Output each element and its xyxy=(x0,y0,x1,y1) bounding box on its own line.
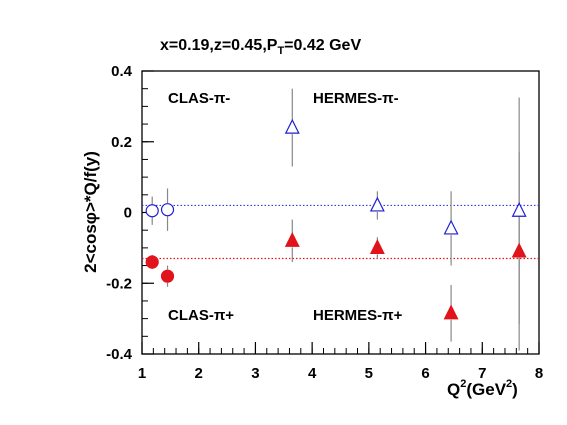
y-tick-label: -0.4 xyxy=(106,346,133,363)
data-point xyxy=(443,304,459,320)
x-tick-label: 5 xyxy=(365,365,373,382)
data-point xyxy=(145,255,159,269)
x-tick-label: 1 xyxy=(138,365,146,382)
data-point xyxy=(443,219,459,235)
x-tick-label: 3 xyxy=(251,365,259,382)
x-axis-title: Q2(GeV2) xyxy=(447,378,518,399)
chart-title: x=0.19,z=0.45,PT=0.42 GeV xyxy=(160,37,361,57)
label-clas-pi-plus: CLAS-π+ xyxy=(168,307,234,324)
data-point xyxy=(369,196,385,212)
y-axis: -0.4 -0.2 0 0.2 0.4 xyxy=(106,63,154,363)
reference-lines xyxy=(142,204,539,260)
x-tick-label: 7 xyxy=(478,365,486,382)
data-point xyxy=(145,204,159,218)
data-point xyxy=(284,118,300,134)
x-tick-label: 6 xyxy=(421,365,429,382)
data-point xyxy=(160,269,175,283)
error-bars xyxy=(151,88,520,351)
y-tick-label: -0.2 xyxy=(106,275,132,292)
data-point xyxy=(284,231,300,247)
y-axis-title: 2<cosφ>*Q/f(y) xyxy=(81,151,100,273)
y-tick-label: 0.4 xyxy=(111,63,133,80)
data-point xyxy=(511,201,527,217)
label-hermes-pi-plus: HERMES-π+ xyxy=(313,307,403,324)
data-point xyxy=(160,203,175,217)
y-tick-label: 0.2 xyxy=(111,134,132,151)
data-point xyxy=(369,239,385,254)
label-hermes-pi-minus: HERMES-π- xyxy=(313,90,399,107)
x-axis: 1 2 3 4 5 6 7 8 xyxy=(138,342,543,382)
x-tick-label: 2 xyxy=(195,365,203,382)
data-point xyxy=(511,242,527,258)
y-tick-label: 0 xyxy=(124,205,132,222)
label-clas-pi-minus: CLAS-π- xyxy=(168,90,230,107)
x-tick-label: 8 xyxy=(535,365,543,382)
x-tick-label: 4 xyxy=(308,365,317,382)
data-markers xyxy=(145,118,527,320)
